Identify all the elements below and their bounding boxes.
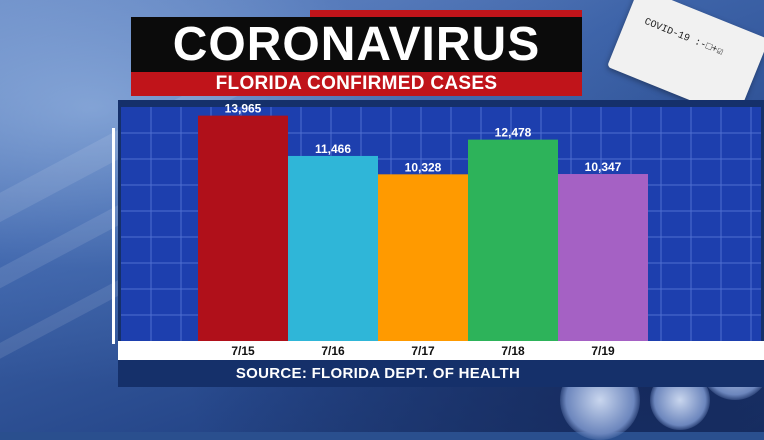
page-title: CORONAVIRUS (172, 18, 541, 71)
x-tick-label: 7/16 (321, 344, 345, 358)
bar-value-label: 10,328 (405, 160, 442, 174)
x-tick-label: 7/15 (231, 344, 255, 358)
bar-value-label: 12,478 (495, 126, 532, 140)
bar (558, 174, 648, 341)
divider-line (112, 128, 115, 344)
bar-value-label: 13,965 (225, 102, 262, 116)
x-tick-label: 7/17 (411, 344, 435, 358)
chart-subtitle: FLORIDA CONFIRMED CASES (215, 73, 498, 94)
bar (468, 139, 558, 341)
source-caption: SOURCE: FLORIDA DEPT. OF HEALTH (235, 365, 521, 382)
bar (198, 115, 288, 341)
header-accent-bar (310, 10, 582, 17)
chart-panel: 13,965 7/15 11,466 7/16 10,328 7/17 12,478 7/18… (118, 100, 764, 387)
subtitle-banner: FLORIDA CONFIRMED CASES (131, 72, 582, 96)
x-tick-label: 7/19 (591, 344, 615, 358)
test-card-label: COVID-19 :-□+☑ (642, 16, 725, 59)
bar (288, 155, 378, 341)
title-banner: CORONAVIRUS (131, 17, 582, 72)
x-tick-label: 7/18 (501, 344, 525, 358)
bar-chart: 13,965 7/15 11,466 7/16 10,328 7/17 12,478 7/18… (118, 102, 764, 360)
x-axis-strip (118, 341, 764, 360)
bar-value-label: 11,466 (315, 142, 351, 156)
bar-value-label: 10,347 (585, 160, 622, 174)
bar (378, 174, 468, 341)
